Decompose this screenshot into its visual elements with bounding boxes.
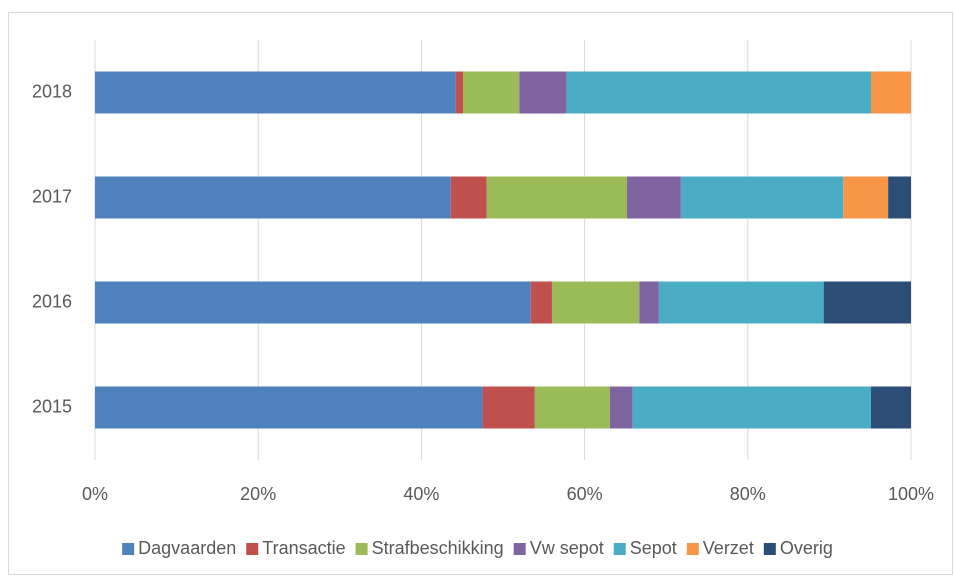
bar-segment: [871, 71, 911, 114]
legend-swatch: [613, 543, 626, 555]
bar-segment: [519, 71, 567, 114]
y-tick-label: 2017: [32, 186, 72, 206]
bar-segment: [632, 386, 872, 429]
x-tick-label: 40%: [403, 484, 439, 504]
bar-segment: [871, 386, 911, 429]
bar-segment: [95, 71, 456, 114]
x-tick-label: 100%: [888, 484, 934, 504]
y-tick-label: 2016: [32, 291, 72, 311]
bar-segment: [530, 281, 552, 324]
bar-segment: [680, 176, 844, 219]
y-tick-label: 2018: [32, 81, 72, 101]
legend-label: Transactie: [262, 538, 345, 558]
y-tick-label: 2015: [32, 396, 72, 416]
bar-segment: [534, 386, 610, 429]
x-tick-label: 80%: [730, 484, 766, 504]
bar-segment: [823, 281, 911, 324]
legend-label: Verzet: [703, 538, 754, 558]
bar-segment: [463, 71, 520, 114]
x-tick-label: 20%: [240, 484, 276, 504]
legend-swatch: [686, 543, 699, 555]
bar-segment: [639, 281, 659, 324]
legend-swatch: [513, 543, 526, 555]
legend-label: Strafbeschikking: [372, 538, 504, 558]
bar-segment: [888, 176, 911, 219]
legend: Dagvaarden Transactie Strafbeschikking Vw s…: [122, 538, 833, 558]
bar-segment: [95, 176, 451, 219]
legend-label: Dagvaarden: [138, 538, 236, 558]
bar-segment: [450, 176, 487, 219]
bar-segment: [551, 281, 640, 324]
bar-segment: [658, 281, 824, 324]
bar-segment: [455, 71, 464, 114]
x-tick-label: 60%: [567, 484, 603, 504]
bar-segment: [95, 386, 483, 429]
bar-segment: [566, 71, 872, 114]
bar-segment: [843, 176, 889, 219]
legend-swatch: [355, 543, 368, 555]
bar-segment: [482, 386, 535, 429]
legend-swatch: [763, 543, 776, 555]
bar-segment: [486, 176, 628, 219]
legend-swatch: [122, 543, 135, 555]
legend-label: Vw sepot: [530, 538, 604, 558]
legend-label: Overig: [780, 538, 833, 558]
x-tick-label: 0%: [82, 484, 108, 504]
legend-swatch: [246, 543, 259, 555]
legend-label: Sepot: [630, 538, 677, 558]
bar-segment: [609, 386, 633, 429]
bar-segment: [627, 176, 681, 219]
bar-segment: [95, 281, 531, 324]
